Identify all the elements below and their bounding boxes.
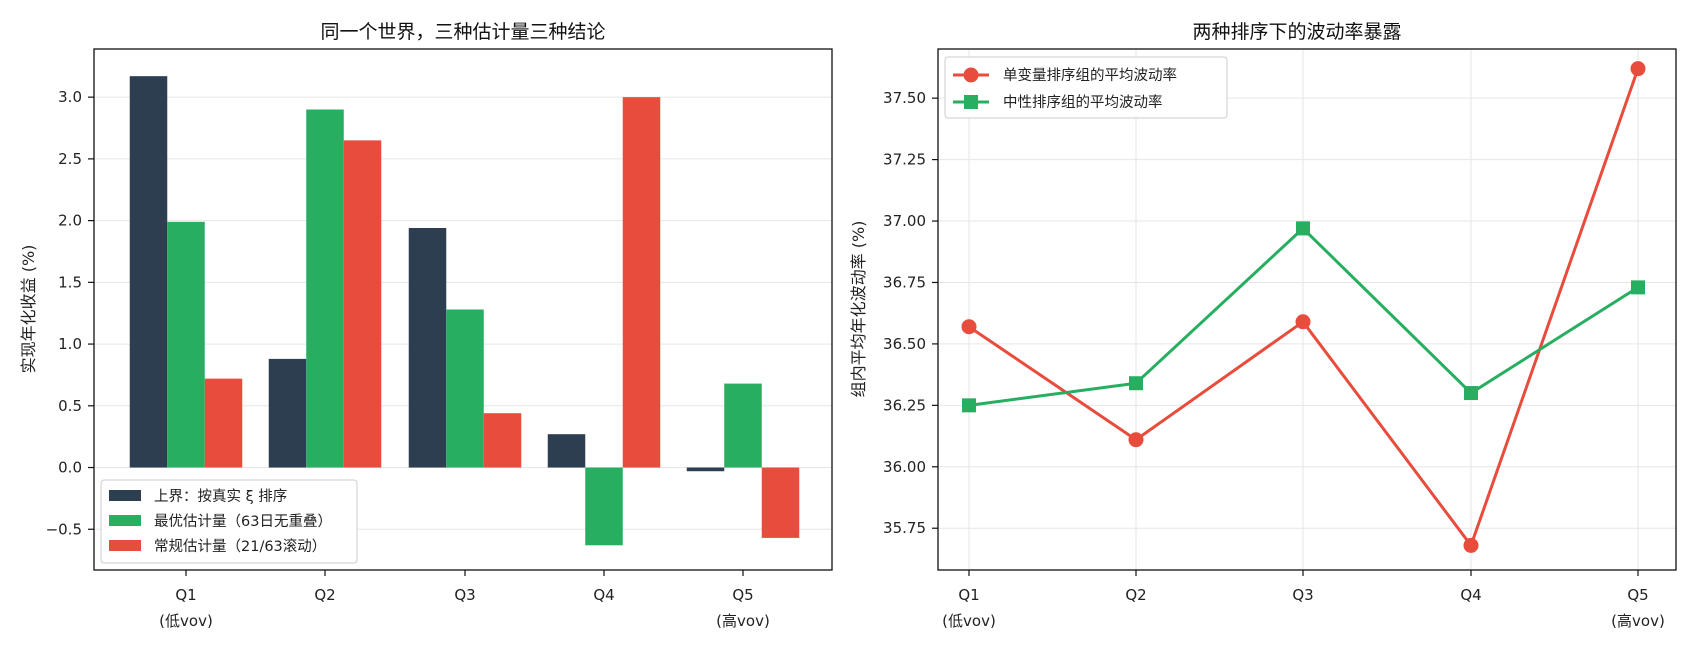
bar: [724, 383, 762, 468]
square-marker: [962, 398, 976, 413]
x-tick-label: Q2: [314, 586, 335, 604]
legend-label: 中性排序组的平均波动率: [1003, 94, 1163, 111]
circle-marker: [961, 319, 977, 335]
right-gridlines: [938, 49, 1676, 570]
x-tick-label: Q4: [1460, 586, 1481, 604]
x-tick-label: (低vov): [159, 612, 213, 630]
x-tick-label: Q5: [732, 586, 753, 604]
square-marker: [1129, 376, 1143, 391]
x-tick-label: Q4: [593, 586, 614, 604]
y-tick-label: 3.0: [58, 88, 82, 106]
x-tick-label: Q5: [1627, 586, 1648, 604]
x-tick-label: Q3: [454, 586, 475, 604]
y-tick-label: 1.0: [58, 335, 82, 353]
y-tick-label: 37.25: [883, 151, 926, 169]
left-chart-title: 同一个世界，三种估计量三种结论: [320, 21, 605, 43]
y-tick-label: 0.5: [58, 397, 82, 415]
bar: [622, 97, 661, 468]
y-tick-label: 0.0: [58, 459, 82, 477]
y-tick-label: 37.50: [883, 89, 926, 107]
legend-square-marker: [964, 95, 978, 109]
circle-marker: [1630, 61, 1646, 77]
legend-swatch: [109, 490, 141, 501]
bar: [306, 109, 344, 468]
right-y-ticks: 35.75 36.00 36.25 36.50 36.75 37.00 37.25 37.50: [883, 89, 938, 537]
circle-marker: [1463, 537, 1479, 553]
square-marker: [1296, 221, 1310, 236]
bar: [686, 467, 725, 472]
legend-label: 单变量排序组的平均波动率: [1003, 67, 1177, 84]
bar: [343, 140, 382, 468]
y-tick-label: 36.50: [883, 335, 926, 353]
left-x-ticks: Q1 (低vov) Q2 Q3 Q4 Q5 (高vov): [159, 570, 770, 630]
left-bars: [129, 76, 800, 546]
bar: [547, 434, 586, 468]
y-tick-label: 2.5: [58, 150, 82, 168]
right-chart-title: 两种排序下的波动率暴露: [1192, 21, 1401, 43]
y-tick-label: 37.00: [883, 212, 926, 230]
left-y-axis-label: 实现年化收益 (%): [19, 245, 38, 374]
bar: [204, 378, 243, 468]
bar: [408, 228, 447, 468]
left-plot-frame: [93, 48, 833, 571]
right-plot-frame: [937, 48, 1677, 571]
bar: [585, 467, 623, 546]
right-legend-box: [944, 56, 1228, 119]
legend-circle-marker: [963, 67, 979, 83]
y-tick-label: 2.0: [58, 212, 82, 230]
legend-label: 最优估计量（63日无重叠）: [154, 513, 332, 530]
bar: [129, 76, 168, 468]
circle-marker: [1128, 432, 1144, 448]
right-lines: [961, 61, 1646, 553]
bar: [167, 221, 205, 468]
x-tick-label: Q1: [175, 586, 196, 604]
circle-marker: [1295, 314, 1311, 330]
y-tick-label: −0.5: [46, 520, 82, 538]
x-tick-label: (低vov): [942, 612, 996, 630]
left-y-ticks: −0.5 0.0 0.5 1.0 1.5 2.0 2.5 3.0: [46, 88, 94, 538]
legend-label: 上界：按真实 ξ 排序: [154, 487, 287, 505]
y-tick-label: 36.00: [883, 458, 926, 476]
x-tick-label: Q1: [958, 586, 979, 604]
left-legend-box: [100, 479, 358, 564]
bar: [483, 413, 522, 468]
y-tick-label: 35.75: [883, 519, 926, 537]
left-legend: 上界：按真实 ξ 排序 最优估计量（63日无重叠） 常规估计量（21/63滚动）: [100, 479, 358, 564]
legend-swatch: [109, 515, 141, 526]
bar: [268, 358, 307, 468]
left-panel: 同一个世界，三种估计量三种结论 −0.5 0.0 0.5 1.0 1.5 2.0 2.5 3.…: [19, 21, 833, 630]
bar: [446, 309, 484, 468]
y-tick-label: 36.75: [883, 273, 926, 291]
x-tick-label: (高vov): [1611, 612, 1665, 630]
square-marker: [1464, 386, 1478, 401]
legend-label: 常规估计量（21/63滚动）: [154, 538, 326, 555]
right-y-axis-label: 组内平均年化波动率 (%): [849, 221, 868, 398]
legend-swatch: [109, 540, 141, 551]
x-tick-label: (高vov): [716, 612, 770, 630]
y-tick-label: 36.25: [883, 396, 926, 414]
y-tick-label: 1.5: [58, 273, 82, 291]
right-x-ticks: Q1 (低vov) Q2 Q3 Q4 Q5 (高vov): [942, 570, 1665, 630]
right-legend: 单变量排序组的平均波动率 中性排序组的平均波动率: [944, 56, 1228, 119]
square-marker: [1631, 280, 1645, 295]
bar: [761, 467, 800, 538]
x-tick-label: Q2: [1125, 586, 1146, 604]
x-tick-label: Q3: [1292, 586, 1313, 604]
right-panel: 两种排序下的波动率暴露 35.75 36.00 36.25 36.50 36.75 37.…: [849, 21, 1677, 630]
